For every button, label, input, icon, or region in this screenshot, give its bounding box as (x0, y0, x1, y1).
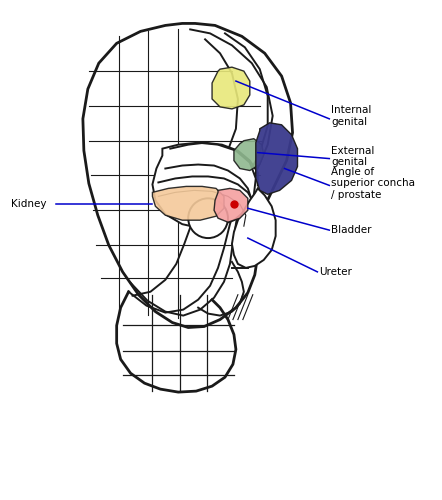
Text: Bladder: Bladder (332, 225, 372, 235)
Text: Internal
genital: Internal genital (332, 105, 372, 126)
Polygon shape (152, 186, 224, 220)
Circle shape (188, 198, 228, 238)
Text: Ureter: Ureter (320, 267, 352, 277)
Polygon shape (152, 142, 256, 228)
Polygon shape (212, 67, 250, 109)
Text: Angle of
superior concha
/ prostate: Angle of superior concha / prostate (332, 167, 415, 200)
Text: Kidney: Kidney (11, 200, 47, 209)
Polygon shape (214, 188, 248, 222)
Polygon shape (232, 188, 276, 268)
Polygon shape (234, 138, 264, 170)
Text: External
genital: External genital (332, 146, 375, 168)
Polygon shape (256, 123, 297, 194)
Polygon shape (83, 24, 293, 328)
